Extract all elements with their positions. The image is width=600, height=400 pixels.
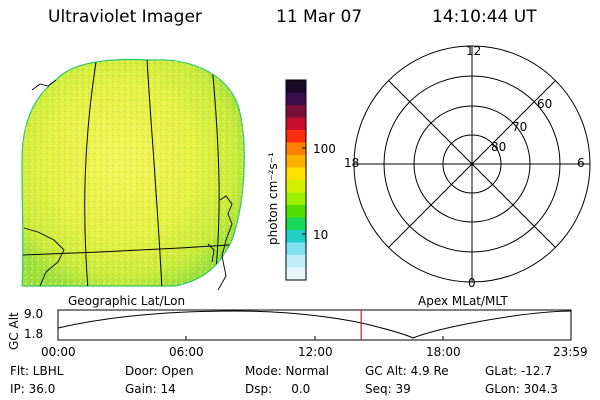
colorbar-segment: [286, 192, 306, 206]
lat-label-80: 80: [491, 140, 507, 154]
earth-image: [21, 58, 245, 291]
polar-diagonal-2: [388, 80, 556, 248]
altitude-ylabel: GC Alt: [7, 312, 21, 350]
colorbar-tick-10: 10: [313, 228, 329, 242]
status-ip: IP: 36.0: [10, 382, 56, 396]
mlt-label-0: 0: [468, 276, 476, 290]
xtick-2359: 23:59: [553, 345, 588, 359]
xtick-0600: 06:00: [169, 345, 204, 359]
status-filter: Flt: LBHL: [10, 364, 64, 378]
colorbar-segment: [286, 92, 306, 106]
status-gc-alt: GC Alt: 4.9 Re: [365, 364, 449, 378]
colorbar: [285, 79, 307, 281]
geographic-label: Geographic Lat/Lon: [68, 294, 186, 308]
date-label: 11 Mar 07: [276, 7, 363, 27]
colorbar-segment: [286, 105, 306, 118]
mlt-label-6: 6: [577, 156, 585, 170]
time-label: 14:10:44 UT: [432, 7, 537, 27]
status-glon: GLon: 304.3: [485, 382, 558, 396]
polar-plot: [353, 45, 591, 283]
mlt-label-18: 18: [344, 156, 360, 170]
xtick-1200: 12:00: [298, 345, 333, 359]
status-seq: Seq: 39: [365, 382, 411, 396]
xtick-1800: 18:00: [426, 345, 461, 359]
altitude-ytick-max: 9.0: [24, 307, 44, 321]
colorbar-unit-label: photon cm⁻²s⁻¹: [266, 152, 280, 245]
colorbar-segment: [286, 242, 306, 256]
lat-label-60: 60: [537, 97, 553, 111]
colorbar-segment: [286, 255, 306, 268]
altitude-ytick-min: 1.8: [24, 327, 44, 341]
colorbar-segment: [286, 155, 306, 168]
colorbar-tick-100: 100: [313, 142, 336, 156]
colorbar-segment: [286, 180, 306, 193]
status-door: Door: Open: [125, 364, 194, 378]
colorbar-segment: [286, 80, 306, 93]
apex-label: Apex MLat/MLT: [418, 294, 508, 308]
colorbar-segment: [286, 142, 306, 156]
colorbar-segment: [286, 217, 306, 231]
colorbar-segment: [286, 130, 306, 143]
colorbar-segment: [286, 167, 306, 181]
status-mode: Mode: Normal: [245, 364, 329, 378]
altitude-curve: [57, 310, 572, 339]
altitude-frame: [57, 309, 572, 341]
colorbar-segment: [286, 267, 306, 281]
colorbar-segment: [286, 117, 306, 131]
altitude-plot: [57, 309, 572, 341]
lat-label-70: 70: [512, 120, 528, 134]
status-dsp: Dsp: 0.0: [245, 382, 311, 396]
status-glat: GLat: -12.7: [485, 364, 552, 378]
mlt-label-12: 12: [466, 44, 482, 58]
colorbar-segment: [286, 230, 306, 243]
colorbar-frame: [285, 79, 307, 281]
colorbar-segment: [286, 205, 306, 218]
xtick-0000: 00:00: [41, 345, 76, 359]
status-gain: Gain: 14: [125, 382, 176, 396]
instrument-title: Ultraviolet Imager: [48, 7, 202, 27]
